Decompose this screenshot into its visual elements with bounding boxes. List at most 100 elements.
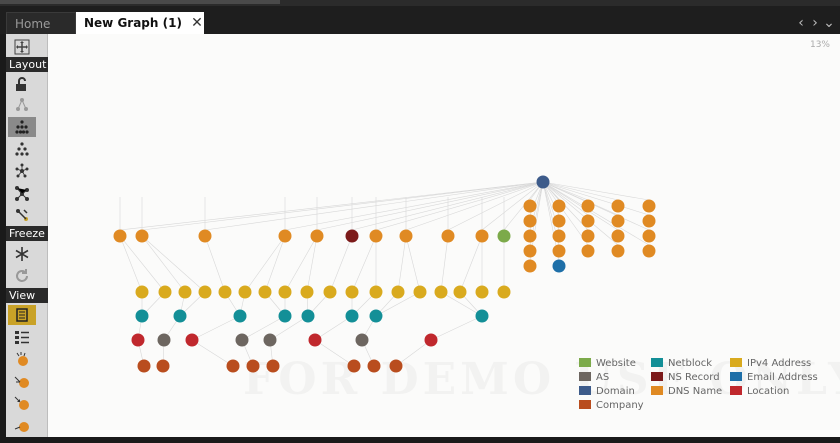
- graph-node-dns[interactable]: [441, 229, 455, 243]
- graph-node-dns[interactable]: [642, 199, 656, 213]
- graph-node-dns[interactable]: [523, 259, 537, 273]
- graph-node-location[interactable]: [424, 333, 438, 347]
- graph-node-netblock[interactable]: [369, 309, 383, 323]
- graph-node-dns[interactable]: [113, 229, 127, 243]
- graph-node-company[interactable]: [367, 359, 381, 373]
- layout-hierarchical-button[interactable]: [8, 117, 36, 137]
- graph-node-dns[interactable]: [611, 229, 625, 243]
- graph-node-company[interactable]: [246, 359, 260, 373]
- graph-node-dns[interactable]: [135, 229, 149, 243]
- graph-node-ipv4[interactable]: [475, 285, 489, 299]
- graph-canvas[interactable]: 13% FOR DEMO USE ONLY Website Netblock I…: [48, 34, 840, 437]
- graph-node-as[interactable]: [355, 333, 369, 347]
- graph-node-netblock[interactable]: [475, 309, 489, 323]
- graph-node-location[interactable]: [308, 333, 322, 347]
- graph-view[interactable]: Website Netblock IPv4 Address AS NS Reco…: [48, 34, 840, 437]
- layout-tree-button[interactable]: [8, 139, 36, 159]
- graph-node-as[interactable]: [263, 333, 277, 347]
- graph-node-dns[interactable]: [310, 229, 324, 243]
- close-icon[interactable]: ✕: [191, 15, 203, 31]
- layout-interactive-button[interactable]: [8, 205, 36, 225]
- graph-node-netblock[interactable]: [278, 309, 292, 323]
- graph-node-company[interactable]: [226, 359, 240, 373]
- graph-node-dns[interactable]: [278, 229, 292, 243]
- graph-node-dns[interactable]: [581, 199, 595, 213]
- graph-node-company[interactable]: [137, 359, 151, 373]
- layout-organic-button[interactable]: [8, 183, 36, 203]
- graph-node-dns[interactable]: [475, 229, 489, 243]
- graph-node-ipv4[interactable]: [258, 285, 272, 299]
- graph-node-netblock[interactable]: [173, 309, 187, 323]
- graph-node-as[interactable]: [157, 333, 171, 347]
- graph-node-ipv4[interactable]: [391, 285, 405, 299]
- graph-node-ipv4[interactable]: [345, 285, 359, 299]
- tab-home[interactable]: Home: [6, 12, 76, 34]
- graph-node-dns[interactable]: [611, 244, 625, 258]
- graph-node-netblock[interactable]: [301, 309, 315, 323]
- graph-node-ipv4[interactable]: [369, 285, 383, 299]
- chevron-left-icon[interactable]: ‹: [798, 15, 804, 31]
- graph-node-dns[interactable]: [552, 244, 566, 258]
- graph-node-ipv4[interactable]: [158, 285, 172, 299]
- graph-node-ipv4[interactable]: [300, 285, 314, 299]
- graph-node-dns[interactable]: [642, 229, 656, 243]
- graph-node-ipv4[interactable]: [278, 285, 292, 299]
- graph-node-location[interactable]: [185, 333, 199, 347]
- view-incoming-button[interactable]: [8, 371, 36, 391]
- graph-node-dns[interactable]: [523, 244, 537, 258]
- graph-node-company[interactable]: [156, 359, 170, 373]
- graph-node-dns[interactable]: [369, 229, 383, 243]
- graph-node-company[interactable]: [347, 359, 361, 373]
- graph-node-dns[interactable]: [552, 199, 566, 213]
- graph-node-dns[interactable]: [581, 229, 595, 243]
- graph-node-dns[interactable]: [198, 229, 212, 243]
- graph-node-ipv4[interactable]: [434, 285, 448, 299]
- graph-node-dns[interactable]: [523, 229, 537, 243]
- layout-block-button[interactable]: [8, 95, 36, 115]
- graph-node-company[interactable]: [266, 359, 280, 373]
- top-scroll-bar[interactable]: [0, 0, 280, 4]
- graph-node-website[interactable]: [497, 229, 511, 243]
- graph-node-ns[interactable]: [345, 229, 359, 243]
- layout-lock-button[interactable]: [8, 74, 36, 94]
- view-ranked-button[interactable]: [8, 349, 36, 369]
- graph-node-company[interactable]: [389, 359, 403, 373]
- graph-node-ipv4[interactable]: [413, 285, 427, 299]
- view-edge-weight-button[interactable]: [8, 415, 36, 435]
- graph-node-dns[interactable]: [611, 199, 625, 213]
- graph-node-ipv4[interactable]: [497, 285, 511, 299]
- graph-node-netblock[interactable]: [345, 309, 359, 323]
- graph-node-ipv4[interactable]: [198, 285, 212, 299]
- view-outgoing-button[interactable]: [8, 393, 36, 413]
- view-main-button[interactable]: [8, 305, 36, 325]
- graph-node-dns[interactable]: [581, 244, 595, 258]
- view-list-button[interactable]: [8, 327, 36, 347]
- graph-node-ipv4[interactable]: [218, 285, 232, 299]
- tab-new-graph[interactable]: New Graph (1): [76, 12, 204, 34]
- graph-node-domain[interactable]: [536, 175, 550, 189]
- layout-circular-button[interactable]: [8, 161, 36, 181]
- graph-node-dns[interactable]: [523, 199, 537, 213]
- graph-node-email[interactable]: [552, 259, 566, 273]
- graph-node-dns[interactable]: [611, 214, 625, 228]
- graph-node-netblock[interactable]: [233, 309, 247, 323]
- graph-node-dns[interactable]: [399, 229, 413, 243]
- chevron-right-icon[interactable]: ›: [812, 15, 818, 31]
- graph-node-ipv4[interactable]: [178, 285, 192, 299]
- graph-node-as[interactable]: [235, 333, 249, 347]
- chevron-down-icon[interactable]: ⌄: [823, 15, 835, 31]
- graph-node-dns[interactable]: [523, 214, 537, 228]
- move-button[interactable]: [8, 37, 36, 57]
- refresh-button[interactable]: [8, 266, 36, 286]
- graph-node-netblock[interactable]: [135, 309, 149, 323]
- graph-node-ipv4[interactable]: [453, 285, 467, 299]
- graph-node-dns[interactable]: [552, 214, 566, 228]
- graph-nodes[interactable]: [113, 175, 656, 373]
- graph-node-dns[interactable]: [581, 214, 595, 228]
- graph-node-dns[interactable]: [642, 244, 656, 258]
- graph-node-ipv4[interactable]: [238, 285, 252, 299]
- graph-node-dns[interactable]: [642, 214, 656, 228]
- graph-node-ipv4[interactable]: [135, 285, 149, 299]
- freeze-button[interactable]: [8, 244, 36, 264]
- graph-node-dns[interactable]: [552, 229, 566, 243]
